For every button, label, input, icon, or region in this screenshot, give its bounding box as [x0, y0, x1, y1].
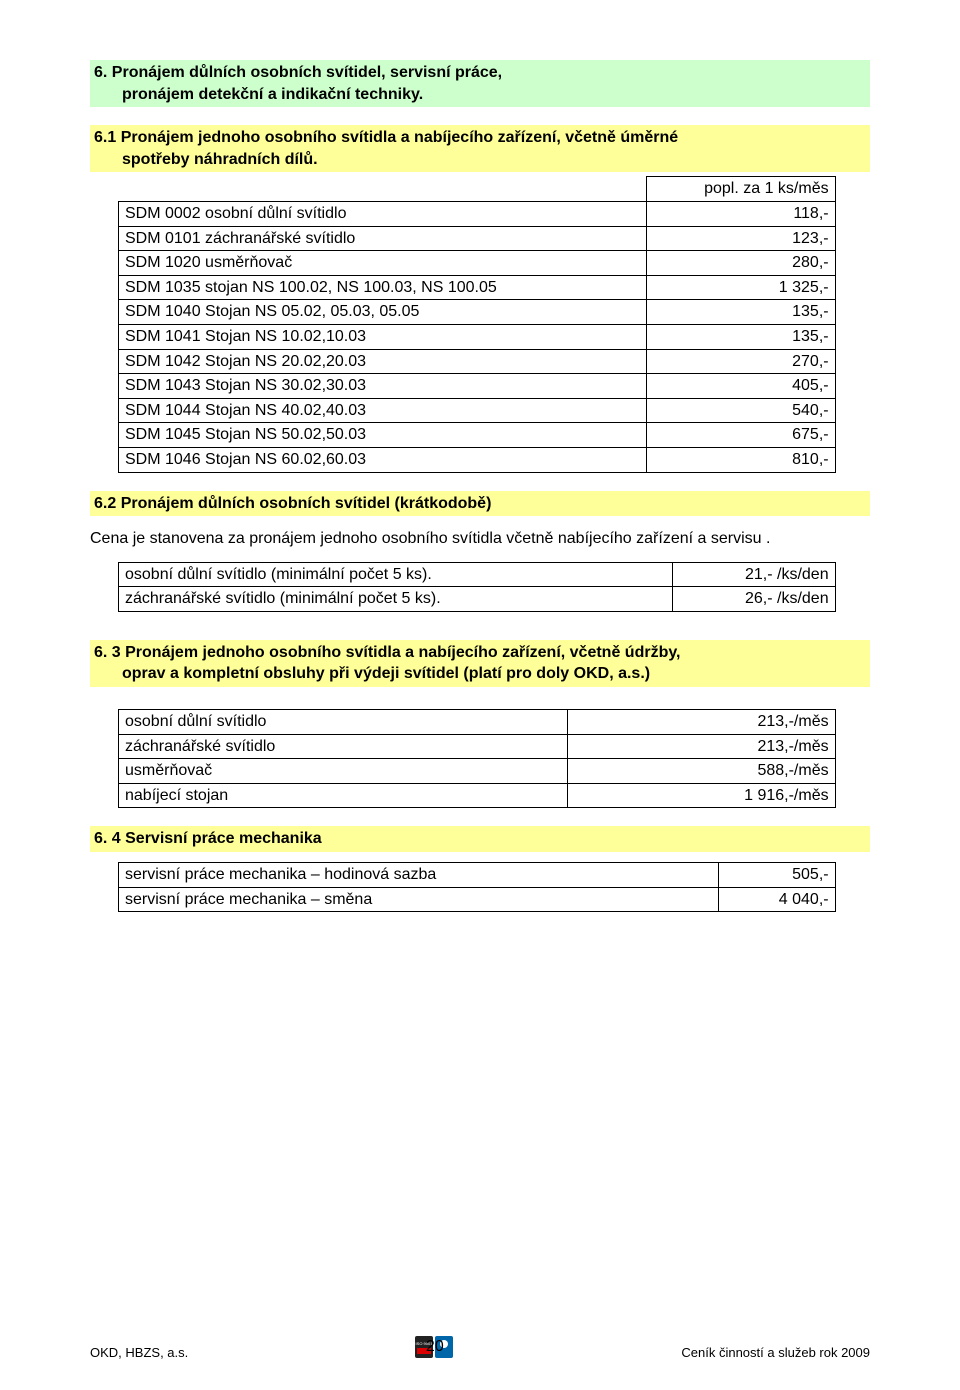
header-cell: popl. za 1 ks/měs [646, 177, 835, 202]
empty-cell [119, 177, 647, 202]
table-row: záchranářské svítidlo213,-/měs [119, 734, 836, 759]
table-row: usměrňovač588,-/měs [119, 759, 836, 784]
table-row: SDM 1044 Stojan NS 40.02,40.03540,- [119, 398, 836, 423]
row-label: SDM 1045 Stojan NS 50.02,50.03 [119, 423, 647, 448]
table-6-1: popl. za 1 ks/měs SDM 0002 osobní důlní … [118, 176, 836, 472]
row-value: 135,- [646, 300, 835, 325]
row-value: 135,- [646, 324, 835, 349]
row-label: servisní práce mechanika – směna [119, 887, 719, 912]
row-label: SDM 1041 Stojan NS 10.02,10.03 [119, 324, 647, 349]
row-label: SDM 0002 osobní důlní svítidlo [119, 201, 647, 226]
row-value: 213,-/měs [567, 710, 835, 735]
row-value: 588,-/měs [567, 759, 835, 784]
row-value: 123,- [646, 226, 835, 251]
heading-text-line1: 6. 3 Pronájem jednoho osobního svítidla … [94, 644, 681, 661]
table-row: SDM 1045 Stojan NS 50.02,50.03675,- [119, 423, 836, 448]
section-6-3: 6. 3 Pronájem jednoho osobního svítidla … [90, 640, 870, 809]
heading-6-4: 6. 4 Servisní práce mechanika [90, 826, 870, 852]
row-label: osobní důlní svítidlo (minimální počet 5… [119, 562, 673, 587]
heading-6-2: 6.2 Pronájem důlních osobních svítidel (… [90, 491, 870, 517]
row-value: 810,- [646, 447, 835, 472]
table-row: SDM 0101 záchranářské svítidlo123,- [119, 226, 836, 251]
section-6-heading: 6. Pronájem důlních osobních svítidel, s… [90, 60, 870, 107]
table-6-4: servisní práce mechanika – hodinová sazb… [118, 862, 836, 912]
section-6-2-body: Cena je stanovena za pronájem jednoho os… [90, 528, 870, 550]
table-row: servisní práce mechanika – hodinová sazb… [119, 863, 836, 888]
table-row: nabíjecí stojan1 916,-/měs [119, 783, 836, 808]
heading-text-line1: 6. Pronájem důlních osobních svítidel, s… [94, 64, 502, 81]
table-row: SDM 1042 Stojan NS 20.02,20.03270,- [119, 349, 836, 374]
row-value: 675,- [646, 423, 835, 448]
row-label: SDM 1020 usměrňovač [119, 251, 647, 276]
row-label: servisní práce mechanika – hodinová sazb… [119, 863, 719, 888]
heading-6-3: 6. 3 Pronájem jednoho osobního svítidla … [90, 640, 870, 687]
table-row: SDM 0002 osobní důlní svítidlo118,- [119, 201, 836, 226]
row-value: 280,- [646, 251, 835, 276]
heading-6-1: 6.1 Pronájem jednoho osobního svítidla a… [90, 125, 870, 172]
table-row: SDM 1046 Stojan NS 60.02,60.03810,- [119, 447, 836, 472]
row-label: SDM 1040 Stojan NS 05.02, 05.03, 05.05 [119, 300, 647, 325]
row-value: 1 916,-/měs [567, 783, 835, 808]
row-label: nabíjecí stojan [119, 783, 568, 808]
row-label: usměrňovač [119, 759, 568, 784]
row-label: SDM 0101 záchranářské svítidlo [119, 226, 647, 251]
table-row: SDM 1041 Stojan NS 10.02,10.03135,- [119, 324, 836, 349]
row-value: 405,- [646, 374, 835, 399]
row-label: SDM 1044 Stojan NS 40.02,40.03 [119, 398, 647, 423]
table-row: servisní práce mechanika – směna4 040,- [119, 887, 836, 912]
table-row: SDM 1035 stojan NS 100.02, NS 100.03, NS… [119, 275, 836, 300]
table-row: SDM 1020 usměrňovač280,- [119, 251, 836, 276]
section-6-4: 6. 4 Servisní práce mechanika servisní p… [90, 826, 870, 912]
row-value: 4 040,- [719, 887, 835, 912]
page-number: 20 [188, 1336, 681, 1358]
row-label: SDM 1035 stojan NS 100.02, NS 100.03, NS… [119, 275, 647, 300]
table-row: osobní důlní svítidlo (minimální počet 5… [119, 562, 836, 587]
table-row: SDM 1040 Stojan NS 05.02, 05.03, 05.0513… [119, 300, 836, 325]
heading-text-line2: spotřeby náhradních dílů. [122, 149, 866, 171]
table-6-2: osobní důlní svítidlo (minimální počet 5… [118, 562, 836, 612]
row-value: 540,- [646, 398, 835, 423]
page-footer: OKD, HBZS, a.s. ISO 9001 20 Ceník činnos… [90, 1336, 870, 1362]
row-value: 26,- /ks/den [672, 587, 835, 612]
heading-text-line2: oprav a kompletní obsluhy při výdeji sví… [122, 663, 866, 685]
page: 6. Pronájem důlních osobních svítidel, s… [0, 0, 960, 1390]
row-label: záchranářské svítidlo (minimální počet 5… [119, 587, 673, 612]
heading-text-line1: 6.1 Pronájem jednoho osobního svítidla a… [94, 129, 678, 146]
row-value: 21,- /ks/den [672, 562, 835, 587]
heading-green: 6. Pronájem důlních osobních svítidel, s… [90, 60, 870, 107]
row-label: SDM 1042 Stojan NS 20.02,20.03 [119, 349, 647, 374]
row-value: 213,-/měs [567, 734, 835, 759]
heading-text-line2: pronájem detekční a indikační techniky. [122, 84, 866, 106]
footer-left: OKD, HBZS, a.s. [90, 1344, 188, 1362]
table-row: osobní důlní svítidlo213,-/měs [119, 710, 836, 735]
table-row: SDM 1043 Stojan NS 30.02,30.03405,- [119, 374, 836, 399]
table-6-3: osobní důlní svítidlo213,-/měszáchranářs… [118, 709, 836, 808]
row-value: 118,- [646, 201, 835, 226]
row-label: SDM 1046 Stojan NS 60.02,60.03 [119, 447, 647, 472]
table-row: záchranářské svítidlo (minimální počet 5… [119, 587, 836, 612]
row-value: 1 325,- [646, 275, 835, 300]
section-6-2: 6.2 Pronájem důlních osobních svítidel (… [90, 491, 870, 612]
row-value: 505,- [719, 863, 835, 888]
footer-center: ISO 9001 20 [188, 1336, 681, 1362]
row-label: SDM 1043 Stojan NS 30.02,30.03 [119, 374, 647, 399]
table-header-row: popl. za 1 ks/měs [119, 177, 836, 202]
footer-right: Ceník činností a služeb rok 2009 [681, 1344, 870, 1362]
row-label: záchranářské svítidlo [119, 734, 568, 759]
section-6-1: 6.1 Pronájem jednoho osobního svítidla a… [90, 125, 870, 472]
row-value: 270,- [646, 349, 835, 374]
row-label: osobní důlní svítidlo [119, 710, 568, 735]
